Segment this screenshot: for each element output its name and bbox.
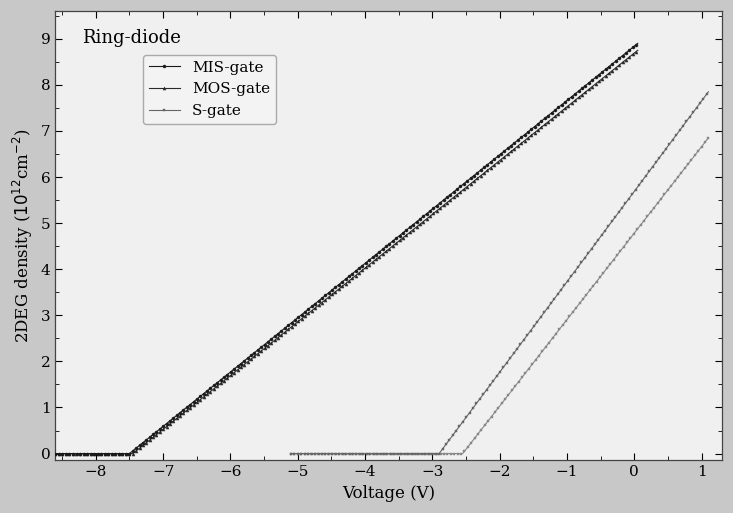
S-gate xyxy=(287,450,295,457)
MIS-gate xyxy=(509,141,517,147)
S-gate xyxy=(445,437,454,443)
Line: MOS-gate: MOS-gate xyxy=(54,49,639,455)
MOS-gate xyxy=(633,47,642,53)
S-gate xyxy=(692,105,701,111)
MOS-gate xyxy=(387,244,396,250)
MIS-gate xyxy=(306,305,314,311)
Y-axis label: 2DEG density ($10^{12}$cm$^{-2}$): 2DEG density ($10^{12}$cm$^{-2}$) xyxy=(11,129,35,343)
MOS-gate xyxy=(306,309,314,315)
Text: Ring-diode: Ring-diode xyxy=(82,29,181,47)
MIS-gate xyxy=(144,436,152,442)
X-axis label: Voltage (V): Voltage (V) xyxy=(342,485,435,502)
MIS-gate xyxy=(387,239,396,245)
S-gate xyxy=(603,225,611,231)
S-gate xyxy=(704,89,712,95)
MIS-gate xyxy=(579,84,588,90)
MOS-gate xyxy=(380,249,388,255)
MOS-gate xyxy=(51,450,60,457)
MOS-gate xyxy=(144,438,152,444)
MOS-gate xyxy=(579,90,588,96)
MIS-gate xyxy=(380,245,388,251)
MIS-gate xyxy=(51,450,60,457)
S-gate xyxy=(314,450,323,457)
MOS-gate xyxy=(509,147,517,153)
S-gate xyxy=(515,344,523,350)
Line: MIS-gate: MIS-gate xyxy=(54,42,639,455)
Legend: MIS-gate, MOS-gate, S-gate: MIS-gate, MOS-gate, S-gate xyxy=(143,55,276,124)
Line: S-gate: S-gate xyxy=(290,90,710,455)
MIS-gate xyxy=(633,41,642,47)
S-gate xyxy=(458,419,467,425)
